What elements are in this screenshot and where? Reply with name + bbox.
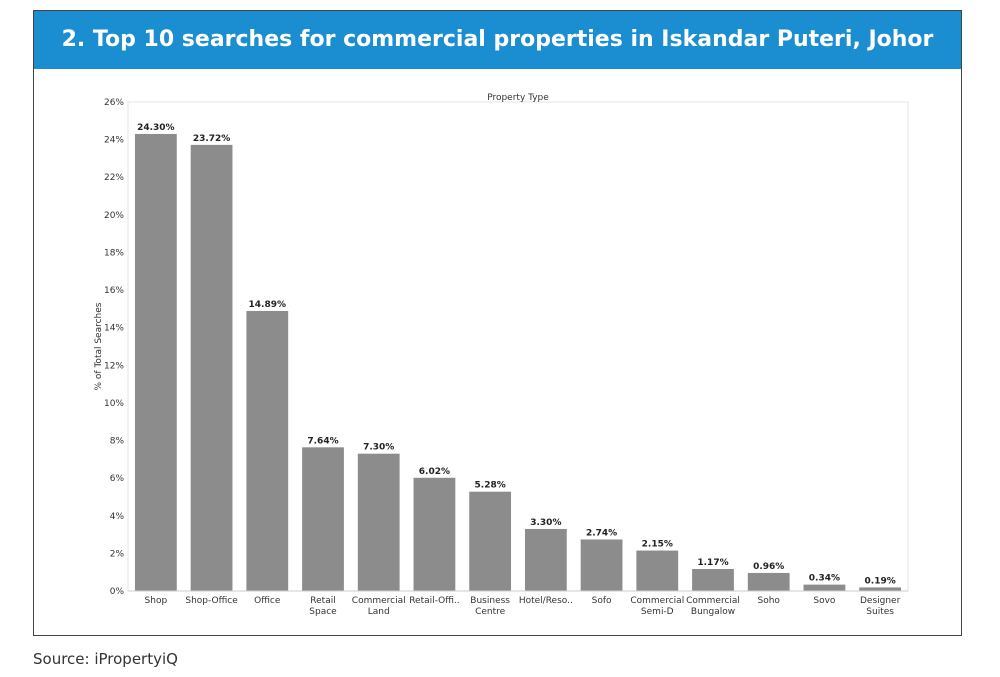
x-tick-label: Commercial <box>630 596 684 606</box>
x-tick-label: Sovo <box>813 596 836 606</box>
x-tick-label: Commercial <box>686 596 740 606</box>
x-tick-label: Centre <box>475 607 506 617</box>
x-tick-label: Shop <box>145 596 168 606</box>
y-tick-label: 2% <box>110 549 125 559</box>
bar <box>524 528 567 591</box>
x-tick-label: Semi-D <box>641 607 674 617</box>
x-tick-label: Business <box>470 596 510 606</box>
bar <box>859 587 902 591</box>
data-label: 1.17% <box>697 558 728 568</box>
y-tick-label: 24% <box>104 136 124 146</box>
plot-area <box>127 101 909 592</box>
data-label: 7.30% <box>363 443 394 453</box>
y-tick-label: 8% <box>110 437 125 447</box>
bar <box>580 539 623 591</box>
y-tick-label: 10% <box>104 399 124 409</box>
x-tick-label: Retail-Offi.. <box>409 596 459 606</box>
y-tick-label: 4% <box>110 512 125 522</box>
x-tick-label: Designer <box>860 596 901 606</box>
data-label: 7.64% <box>307 436 338 446</box>
x-tick-label: Sofo <box>592 596 612 606</box>
x-tick-label: Retail <box>310 596 335 606</box>
x-tick-label: Hotel/Reso.. <box>519 596 573 606</box>
source-note: Source: iPropertyiQ <box>33 650 178 668</box>
bar <box>803 584 846 591</box>
bar <box>134 133 177 591</box>
data-label: 2.74% <box>586 528 617 538</box>
bar <box>469 491 512 591</box>
y-tick-label: 18% <box>104 248 124 258</box>
y-tick-label: 22% <box>104 173 124 183</box>
bar <box>190 144 233 592</box>
bar <box>357 453 400 591</box>
page-title: 2. Top 10 searches for commercial proper… <box>34 11 961 69</box>
data-label: 0.34% <box>809 574 840 584</box>
y-axis-label: % of Total Searches <box>94 302 104 390</box>
chart-title: Property Type <box>487 93 549 103</box>
y-tick-label: 14% <box>104 324 124 334</box>
y-tick-label: 6% <box>110 474 125 484</box>
data-label: 5.28% <box>475 481 506 491</box>
x-tick-label: Office <box>254 596 281 606</box>
x-tick-label: Soho <box>757 596 780 606</box>
data-label: 14.89% <box>249 300 287 310</box>
data-label: 6.02% <box>419 467 450 477</box>
y-tick-label: 12% <box>104 361 124 371</box>
bar <box>747 572 790 591</box>
data-label: 24.30% <box>137 123 175 133</box>
x-tick-label: Land <box>368 607 390 617</box>
x-tick-label: Space <box>309 607 337 617</box>
x-tick-label: Suites <box>866 607 894 617</box>
data-label: 2.15% <box>642 540 673 550</box>
y-tick-label: 20% <box>104 211 124 221</box>
y-tick-label: 16% <box>104 286 124 296</box>
data-label: 0.96% <box>753 562 784 572</box>
bar <box>636 550 679 591</box>
bar <box>302 447 344 591</box>
data-label: 3.30% <box>530 518 561 528</box>
x-tick-label: Commercial <box>352 596 406 606</box>
y-tick-label: 0% <box>110 587 125 597</box>
x-tick-label: Shop-Office <box>185 596 238 606</box>
bar <box>692 568 734 591</box>
bar <box>413 477 456 591</box>
x-tick-label: Bungalow <box>691 607 735 617</box>
bar <box>246 310 289 591</box>
data-label: 23.72% <box>193 134 231 144</box>
data-label: 0.19% <box>865 576 896 586</box>
y-tick-label: 26% <box>104 98 124 108</box>
